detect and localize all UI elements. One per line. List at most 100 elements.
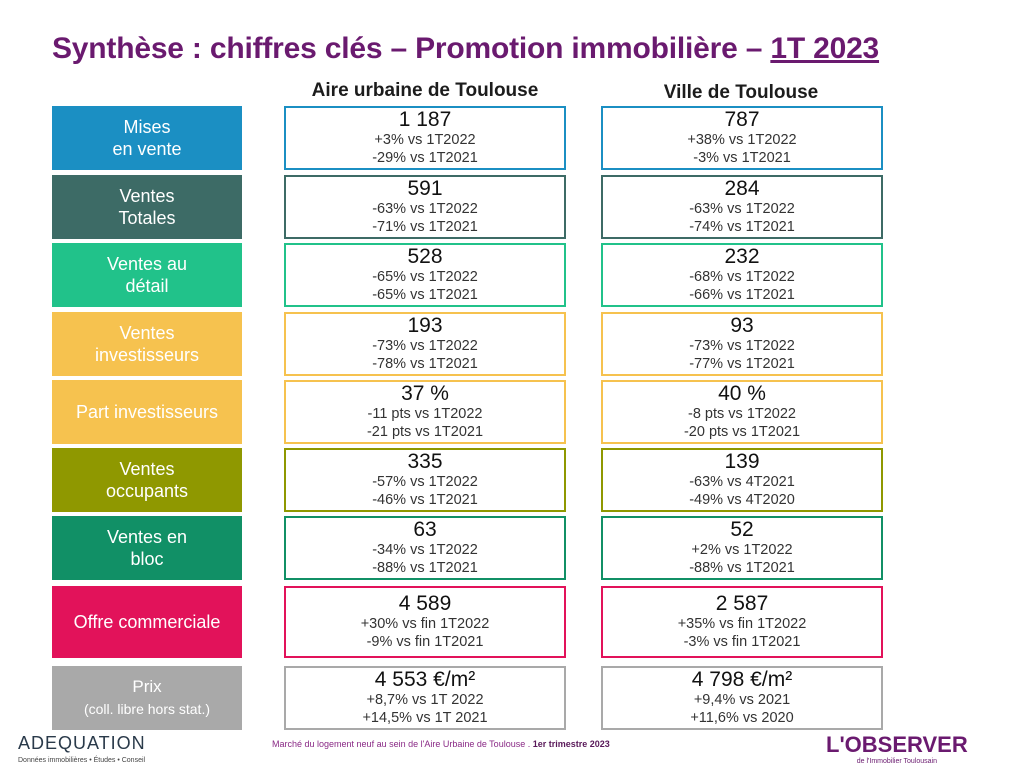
variation-1: -73% vs 1T2022 xyxy=(689,338,795,354)
value-cell-aire: 591 -63% vs 1T2022 -71% vs 1T2021 xyxy=(284,175,566,239)
row-label: Mises en vente xyxy=(52,106,242,170)
title-period: 1T 2023 xyxy=(770,32,880,65)
row-label-line: Prix xyxy=(132,677,162,696)
key-value: 4 589 xyxy=(398,592,452,615)
value-cell-aire: 63 -34% vs 1T2022 -88% vs 1T2021 xyxy=(284,516,566,580)
variation-2: -74% vs 1T2021 xyxy=(689,219,795,235)
key-value: 193 xyxy=(407,314,443,337)
value-cell-ville: 787 +38% vs 1T2022 -3% vs 1T2021 xyxy=(601,106,883,170)
value-cell-ville: 2 587 +35% vs fin 1T2022 -3% vs fin 1T2021 xyxy=(601,586,883,658)
footer-note-period: 1er trimestre 2023 xyxy=(532,739,610,749)
page-title: Synthèse : chiffres clés – Promotion imm… xyxy=(52,32,1002,66)
value-cell-aire: 1 187 +3% vs 1T2022 -29% vs 1T2021 xyxy=(284,106,566,170)
variation-2: -88% vs 1T2021 xyxy=(372,560,478,576)
row-label-line: investisseurs xyxy=(94,345,200,365)
row-label: Ventes au détail xyxy=(52,243,242,307)
key-value: 63 xyxy=(413,518,437,541)
observer-logo: L'OBSERVER de l'Immobilier Toulousain xyxy=(826,732,968,765)
variation-1: +2% vs 1T2022 xyxy=(691,542,793,558)
variation-2: -3% vs 1T2021 xyxy=(693,150,791,166)
row-label-line: en vente xyxy=(112,139,182,159)
value-cell-aire: 4 553 €/m² +8,7% vs 1T 2022 +14,5% vs 1T 2… xyxy=(284,666,566,730)
value-cell-aire: 335 -57% vs 1T2022 -46% vs 1T2021 xyxy=(284,448,566,512)
key-value: 4 798 €/m² xyxy=(691,668,793,691)
variation-1: -11 pts vs 1T2022 xyxy=(367,406,483,422)
variation-1: -73% vs 1T2022 xyxy=(372,338,478,354)
row-label: Ventes occupants xyxy=(52,448,242,512)
variation-2: -77% vs 1T2021 xyxy=(689,356,795,372)
row-label-line: Offre commerciale xyxy=(73,612,221,632)
row-label-line: Part investisseurs xyxy=(75,402,219,422)
row-label-line: Ventes xyxy=(119,186,175,206)
row-label-line: (coll. libre hors stat.) xyxy=(83,701,211,717)
row-label-line: Totales xyxy=(118,208,176,228)
variation-2: +11,6% vs 2020 xyxy=(690,710,794,726)
variation-2: -66% vs 1T2021 xyxy=(689,287,795,303)
value-cell-ville: 4 798 €/m² +9,4% vs 2021 +11,6% vs 2020 xyxy=(601,666,883,730)
variation-2: +14,5% vs 1T 2021 xyxy=(362,710,488,726)
row-label-line: bloc xyxy=(130,549,164,569)
title-main: Synthèse : chiffres clés – Promotion imm… xyxy=(52,32,771,65)
value-cell-ville: 93 -73% vs 1T2022 -77% vs 1T2021 xyxy=(601,312,883,376)
variation-1: -57% vs 1T2022 xyxy=(372,474,478,490)
column-header-ville: Ville de Toulouse xyxy=(663,82,819,103)
value-cell-aire: 528 -65% vs 1T2022 -65% vs 1T2021 xyxy=(284,243,566,307)
row-label: Ventes investisseurs xyxy=(52,312,242,376)
column-header-aire: Aire urbaine de Toulouse xyxy=(311,80,539,101)
footer-note-text: Marché du logement neuf au sein de l'Air… xyxy=(272,739,533,749)
value-cell-ville: 40 % -8 pts vs 1T2022 -20 pts vs 1T2021 xyxy=(601,380,883,444)
variation-1: -63% vs 4T2021 xyxy=(689,474,795,490)
key-value: 37 % xyxy=(401,382,449,405)
key-value: 93 xyxy=(730,314,754,337)
adequation-logo: ADEQUATION Données immobilières • Études… xyxy=(18,733,146,764)
variation-1: +38% vs 1T2022 xyxy=(687,132,797,148)
row-label: Part investisseurs xyxy=(52,380,242,444)
variation-1: +8,7% vs 1T 2022 xyxy=(366,692,484,708)
value-cell-aire: 37 % -11 pts vs 1T2022 -21 pts vs 1T2021 xyxy=(284,380,566,444)
key-value: 284 xyxy=(724,177,760,200)
variation-2: -20 pts vs 1T2021 xyxy=(683,424,801,440)
value-cell-ville: 139 -63% vs 4T2021 -49% vs 4T2020 xyxy=(601,448,883,512)
variation-1: -65% vs 1T2022 xyxy=(372,269,478,285)
key-value: 139 xyxy=(724,450,760,473)
variation-2: -3% vs fin 1T2021 xyxy=(683,634,801,650)
row-label: Ventes en bloc xyxy=(52,516,242,580)
variation-1: -8 pts vs 1T2022 xyxy=(688,406,796,422)
variation-2: -21 pts vs 1T2021 xyxy=(366,424,484,440)
row-label-line: Ventes xyxy=(119,323,175,343)
key-value: 4 553 €/m² xyxy=(374,668,476,691)
variation-2: -71% vs 1T2021 xyxy=(372,219,478,235)
adequation-logo-tagline: Données immobilières • Études • Conseil xyxy=(18,757,146,764)
observer-logo-tagline: de l'Immobilier Toulousain xyxy=(856,758,937,765)
variation-2: -78% vs 1T2021 xyxy=(372,356,478,372)
variation-1: +35% vs fin 1T2022 xyxy=(677,616,807,632)
key-value: 591 xyxy=(407,177,443,200)
variation-2: -46% vs 1T2021 xyxy=(372,492,478,508)
variation-2: -65% vs 1T2021 xyxy=(372,287,478,303)
variation-2: -29% vs 1T2021 xyxy=(372,150,478,166)
value-cell-ville: 52 +2% vs 1T2022 -88% vs 1T2021 xyxy=(601,516,883,580)
row-label-line: détail xyxy=(125,276,169,296)
key-value: 2 587 xyxy=(715,592,769,615)
key-value: 335 xyxy=(407,450,443,473)
variation-1: +3% vs 1T2022 xyxy=(374,132,476,148)
variation-2: -49% vs 4T2020 xyxy=(689,492,795,508)
row-label-line: occupants xyxy=(105,481,189,501)
key-value: 787 xyxy=(724,108,760,131)
variation-1: +9,4% vs 2021 xyxy=(693,692,791,708)
variation-2: -9% vs fin 1T2021 xyxy=(366,634,484,650)
variation-1: -68% vs 1T2022 xyxy=(689,269,795,285)
variation-2: -88% vs 1T2021 xyxy=(689,560,795,576)
row-label: Prix (coll. libre hors stat.) xyxy=(52,666,242,730)
variation-1: -34% vs 1T2022 xyxy=(372,542,478,558)
row-label-line: Mises xyxy=(123,117,171,137)
variation-1: -63% vs 1T2022 xyxy=(372,201,478,217)
value-cell-ville: 232 -68% vs 1T2022 -66% vs 1T2021 xyxy=(601,243,883,307)
footer-note: Marché du logement neuf au sein de l'Air… xyxy=(272,739,610,749)
row-label-line: Ventes en xyxy=(106,527,188,547)
key-value: 232 xyxy=(724,245,760,268)
value-cell-aire: 4 589 +30% vs fin 1T2022 -9% vs fin 1T2021 xyxy=(284,586,566,658)
row-label: Ventes Totales xyxy=(52,175,242,239)
key-value: 1 187 xyxy=(398,108,452,131)
row-label-line: Ventes au xyxy=(106,254,188,274)
